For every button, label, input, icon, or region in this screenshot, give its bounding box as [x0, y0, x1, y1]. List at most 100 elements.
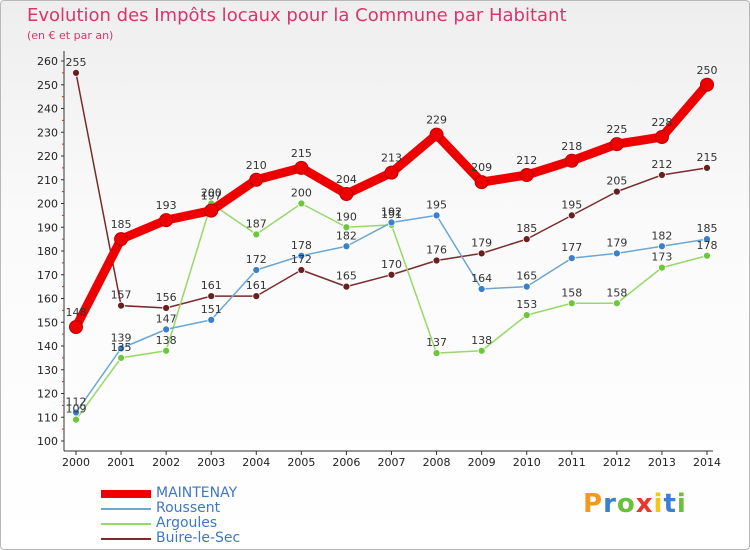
data-label: 158 — [561, 286, 582, 299]
data-label: 151 — [201, 303, 222, 316]
data-label: 215 — [697, 151, 718, 164]
chart-title: Evolution des Impôts locaux pour la Comm… — [27, 5, 567, 26]
y-tick-label: 240 — [37, 103, 58, 116]
data-point — [522, 235, 531, 244]
x-tick-label: 2008 — [423, 456, 451, 469]
y-tick-label: 210 — [37, 174, 58, 187]
y-tick-label: 180 — [37, 245, 58, 258]
y-tick-label: 110 — [37, 411, 58, 424]
x-tick-label: 2001 — [107, 456, 135, 469]
data-label: 157 — [111, 289, 132, 302]
data-label: 170 — [381, 258, 402, 271]
data-label: 182 — [651, 229, 672, 242]
data-point — [114, 232, 129, 247]
data-point — [342, 242, 351, 251]
data-label: 172 — [291, 253, 312, 266]
legend-label-argoules: Argoules — [156, 515, 218, 531]
data-point — [612, 299, 621, 308]
data-point — [658, 171, 666, 179]
data-point — [207, 315, 216, 324]
proxiti-logo: Proxiti — [583, 489, 687, 519]
data-point — [477, 346, 486, 355]
data-point — [432, 211, 441, 220]
y-tick-label: 200 — [37, 198, 58, 211]
data-label: 212 — [651, 158, 672, 171]
data-label: 138 — [156, 334, 177, 347]
data-point — [703, 251, 711, 260]
data-label: 182 — [336, 229, 357, 242]
data-label: 176 — [426, 244, 447, 257]
data-point — [567, 211, 576, 220]
data-point — [609, 137, 624, 152]
data-label: 193 — [156, 199, 177, 212]
legend-label-buire-le-sec: Buire-le-Sec — [156, 530, 241, 546]
data-point — [72, 415, 80, 424]
x-tick-label: 2014 — [693, 456, 721, 469]
x-tick-label: 2005 — [287, 456, 315, 469]
data-point — [162, 346, 171, 355]
data-label: 204 — [336, 173, 357, 186]
data-label: 190 — [336, 210, 357, 223]
data-label: 178 — [697, 239, 718, 252]
x-tick-label: 2009 — [468, 456, 496, 469]
data-point — [387, 270, 396, 279]
data-point — [658, 242, 666, 251]
data-label: 158 — [606, 286, 627, 299]
data-label: 148 — [66, 306, 87, 319]
x-tick-label: 2012 — [603, 456, 631, 469]
data-label: 225 — [606, 123, 627, 136]
data-label: 229 — [426, 114, 447, 127]
x-tick-label: 2004 — [242, 456, 270, 469]
data-point — [429, 127, 444, 142]
legend-label-roussent: Roussent — [156, 500, 221, 516]
data-point — [297, 199, 306, 208]
data-point — [612, 187, 621, 196]
data-label: 137 — [426, 336, 447, 349]
data-point — [162, 304, 171, 312]
x-tick-label: 2013 — [648, 456, 676, 469]
data-point — [342, 223, 351, 232]
data-label: 250 — [697, 64, 718, 77]
data-label: 153 — [516, 298, 537, 311]
data-point — [564, 153, 579, 168]
y-tick-label: 160 — [37, 293, 58, 306]
data-point — [567, 254, 576, 263]
data-label: 139 — [111, 331, 132, 344]
data-point — [69, 320, 83, 334]
data-label: 135 — [111, 341, 132, 354]
x-tick-label: 2011 — [558, 456, 586, 469]
data-point — [252, 230, 261, 239]
data-label: 138 — [471, 334, 492, 347]
y-tick-label: 220 — [37, 150, 58, 163]
data-point — [159, 213, 174, 228]
data-point — [654, 130, 669, 144]
y-tick-label: 190 — [37, 221, 58, 234]
data-point — [297, 251, 306, 260]
data-label: 156 — [156, 291, 177, 304]
data-label: 191 — [381, 208, 402, 221]
data-label: 179 — [606, 236, 627, 249]
data-point — [387, 218, 396, 227]
data-point — [432, 349, 441, 358]
data-point — [117, 301, 125, 310]
legend-swatch-roussent — [101, 508, 151, 510]
data-point — [477, 285, 486, 293]
data-label: 200 — [291, 187, 312, 200]
data-point — [207, 292, 216, 301]
data-point — [342, 282, 351, 291]
data-label: 112 — [66, 396, 87, 409]
y-tick-label: 170 — [37, 269, 58, 282]
data-point — [432, 256, 441, 265]
data-point — [477, 249, 486, 258]
data-label: 210 — [246, 159, 267, 172]
data-point — [204, 203, 219, 218]
data-label: 228 — [651, 116, 672, 129]
data-point — [703, 163, 711, 172]
data-point — [252, 266, 261, 274]
legend-swatch-maintenay — [101, 490, 151, 498]
data-point — [297, 266, 306, 274]
data-label: 185 — [516, 222, 537, 235]
data-label: 205 — [606, 175, 627, 188]
data-label: 172 — [246, 253, 267, 266]
